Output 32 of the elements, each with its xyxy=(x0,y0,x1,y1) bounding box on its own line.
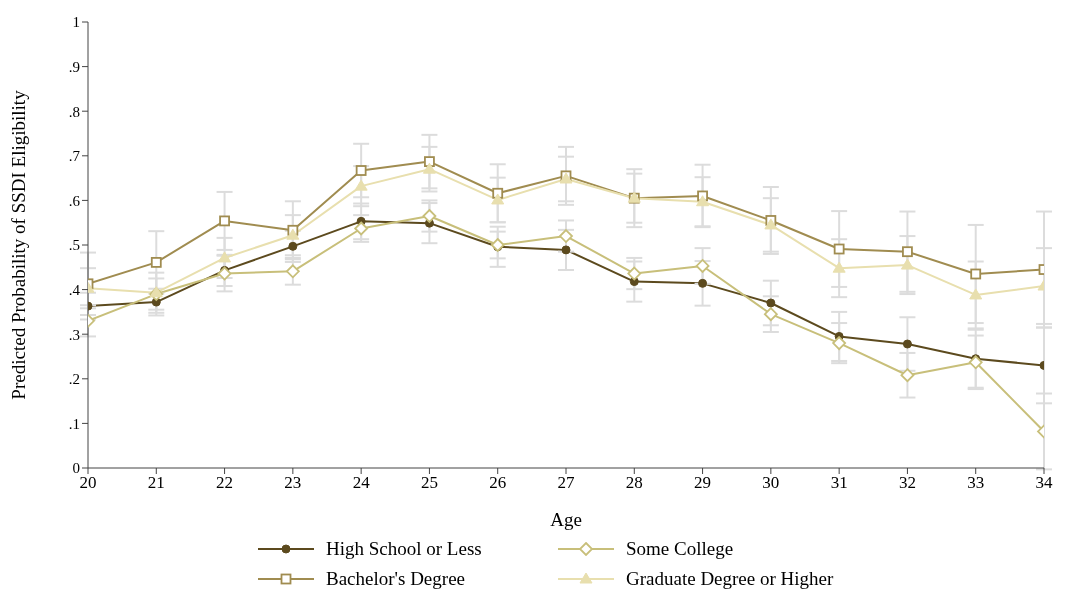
x-tick-label: 20 xyxy=(79,473,97,493)
x-axis-title: Age xyxy=(550,509,582,530)
y-tick-label: 0 xyxy=(72,460,80,477)
x-tick-label: 27 xyxy=(557,473,575,493)
x-tick-label: 28 xyxy=(625,473,643,493)
x-tick-label: 31 xyxy=(830,473,848,493)
x-tick-label: 33 xyxy=(967,473,985,493)
legend-label: Some College xyxy=(626,538,734,560)
x-tick-label: 32 xyxy=(898,473,916,493)
y-axis-title: Predicted Probability of SSDI Eligibility xyxy=(7,89,29,400)
y-tick-label: .9 xyxy=(68,58,80,75)
x-tick-label: 25 xyxy=(420,473,438,493)
x-tick-label: 26 xyxy=(489,473,507,493)
y-tick-label: 1 xyxy=(72,14,80,31)
y-tick-label: .8 xyxy=(68,103,80,120)
x-tick-label: 29 xyxy=(694,473,712,493)
legend-label: Graduate Degree or Higher xyxy=(626,568,834,590)
x-tick-label: 34 xyxy=(1035,473,1053,493)
legend-label: Bachelor's Degree xyxy=(326,568,465,590)
y-tick-label: .1 xyxy=(68,415,80,432)
x-tick-label: 21 xyxy=(147,473,165,493)
x-tick-label: 23 xyxy=(284,473,302,493)
legend-label: High School or Less xyxy=(326,538,482,560)
y-tick-label: .4 xyxy=(68,281,81,298)
x-tick-label: 30 xyxy=(762,473,780,493)
x-tick-label: 22 xyxy=(216,473,234,493)
y-tick-label: .2 xyxy=(68,371,80,388)
y-tick-label: .7 xyxy=(68,148,81,165)
y-tick-label: .3 xyxy=(68,326,80,343)
x-tick-label: 24 xyxy=(352,473,371,493)
y-tick-label: .6 xyxy=(68,192,81,209)
y-tick-label: .5 xyxy=(68,237,80,254)
